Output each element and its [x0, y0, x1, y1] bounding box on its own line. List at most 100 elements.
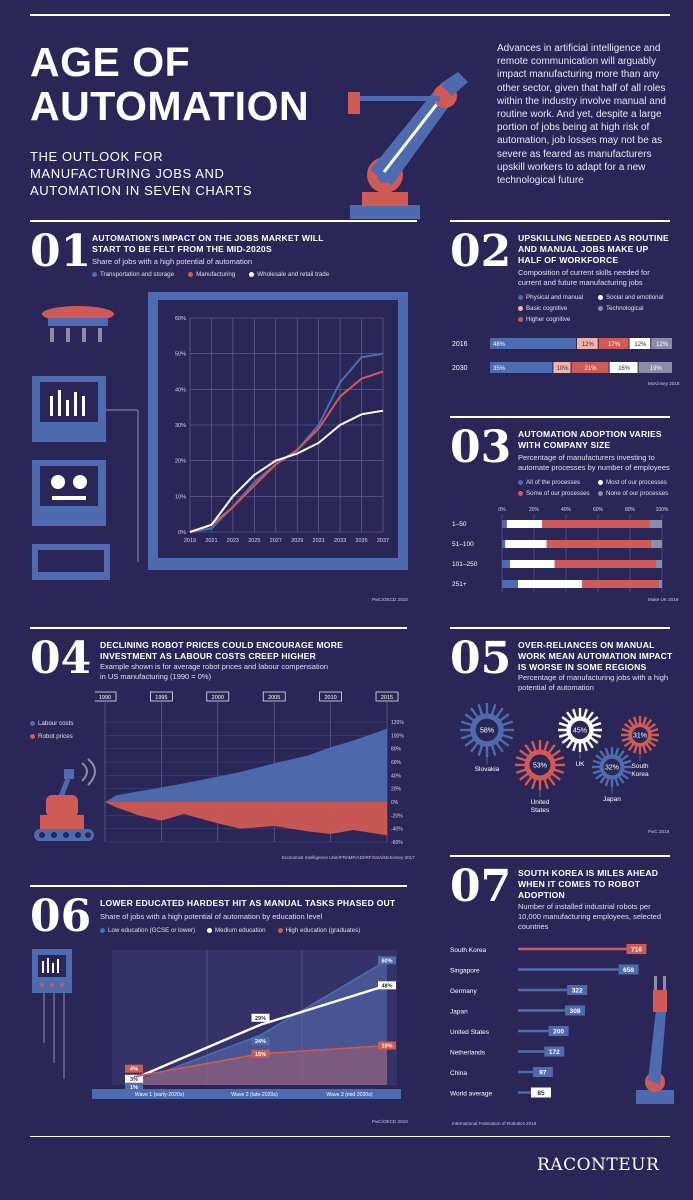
c4-period-label: 1990: [99, 695, 111, 701]
c1-chart: 0% 10% 20% 30% 40% 50% 60% 2019 2021 2023 2025 2027…: [158, 300, 398, 558]
c5-gear-tooth: [582, 708, 588, 718]
c3-bar-segment: [502, 520, 507, 528]
section-7-subtitle: Number of installed industrial robots pe…: [518, 902, 662, 931]
c3-row-label: 101–250: [452, 561, 478, 568]
c6-value-label: 1%: [130, 1085, 138, 1091]
c1-grid: [189, 317, 384, 533]
c5-gear-tooth: [551, 772, 561, 781]
section-1-subtitle: Share of jobs with a high potential of a…: [92, 257, 253, 266]
c6-value-badge: [251, 1049, 270, 1058]
c2-segment-label: 48%: [493, 342, 506, 348]
c1-xtick: 2019: [184, 538, 196, 544]
c2-segment-label: 12%: [656, 342, 669, 348]
c2-segment-label: 16%: [618, 366, 631, 372]
c5-gear-tooth: [495, 742, 504, 753]
c3-xtick: 60%: [593, 507, 604, 513]
c6-value-badge: [251, 1037, 270, 1046]
section-2-subtitle: Composition of current skills needed for…: [518, 268, 650, 287]
c5-gear-tooth: [592, 759, 601, 765]
c3-bar-segment: [655, 560, 662, 568]
c7-value-badge: [548, 1026, 569, 1036]
c2-row-label: 2030: [452, 365, 468, 372]
c7-value-badge: [626, 944, 647, 954]
c6-value-label: 4%: [130, 1067, 138, 1073]
legend-item: All of the processes: [518, 479, 598, 486]
c4-ytick: 120%: [391, 720, 404, 726]
c5-gear-tooth: [551, 749, 561, 758]
c5-gear-tooth: [543, 740, 549, 752]
divider-6: [450, 855, 670, 857]
c5-gear-tooth: [515, 756, 527, 762]
c6-chart: 1% 24% 60% 3% 29% 48% 4% 15% 19% Wave 1 (early-20…: [92, 950, 401, 1099]
c7-country-label: Japan: [450, 1009, 468, 1016]
c1-xtick: 2023: [227, 538, 239, 544]
title-line-2: AUTOMATION: [30, 83, 310, 129]
c7-value-badge: [565, 1005, 586, 1016]
c2-bar-segment: [576, 338, 598, 349]
c3-bar-segment: [546, 540, 651, 548]
c5-gear-tooth: [632, 745, 638, 754]
c3-row-label: 251+: [452, 581, 467, 588]
top-rule: [30, 14, 670, 16]
c3-bar-segment: [518, 580, 582, 588]
divider-5: [450, 627, 670, 629]
c5-gear-tooth: [621, 773, 629, 780]
c5-gear-tooth: [604, 778, 610, 787]
section-6-title: LOWER EDUCATED HARDEST HIT AS MANUAL TAS…: [100, 898, 396, 908]
legend-item: Labour costs: [30, 720, 73, 727]
c5-gear-tooth: [618, 750, 625, 758]
section-7-title: SOUTH KOREA IS MILES AHEAD WHEN IT COMES…: [518, 868, 659, 900]
c2-row-label: 2016: [452, 341, 468, 348]
c5-gear-tooth: [650, 727, 659, 733]
c5-gear-tooth: [648, 722, 657, 730]
c6-value-badge: [125, 1064, 143, 1073]
c3-bar-segment: [510, 560, 555, 568]
c5-gear-tooth: [595, 754, 603, 761]
machine-illustration: [32, 306, 139, 580]
section-5-title: OVER-RELIANCES ON MANUAL WORK MEAN AUTOM…: [518, 640, 673, 672]
c3-xtick: 100%: [656, 507, 669, 513]
c6-value-badge: [125, 1082, 143, 1091]
c3-chart: 0% 20% 40% 60% 80% 100% 1–50 51–100 101–250 251+: [452, 507, 669, 592]
c2-bar-segment: [598, 338, 629, 349]
c3-bar-segment: [502, 560, 510, 568]
c5-gear-tooth: [499, 738, 510, 747]
c5-gear-tooth: [618, 776, 625, 784]
c6-value-label: 19%: [381, 1044, 392, 1050]
c5-gear-tooth: [524, 744, 533, 754]
c4-ytick: 80%: [391, 747, 402, 753]
c1-ytick: 20%: [175, 459, 186, 465]
c4-ytick: 100%: [391, 733, 404, 739]
c6-category-label: Wave 1 (early-2020s): [135, 1092, 185, 1098]
c7-value-label: 172: [549, 1049, 560, 1056]
c3-bar-segment: [554, 560, 656, 568]
c2-segment-label: 10%: [556, 366, 569, 372]
c7-country-label: South Korea: [450, 947, 487, 954]
c5-gear-tooth: [519, 749, 529, 758]
c5-gear-tooth: [566, 711, 574, 721]
c5-gear-tooth: [642, 745, 648, 754]
section-5-number: 05: [450, 633, 512, 684]
c1-xtick: 2037: [377, 538, 389, 544]
c7-country-label: Netherlands: [450, 1050, 486, 1057]
c5-gear-tooth: [547, 776, 556, 786]
c7-value-label: 200: [553, 1029, 564, 1036]
c3-bar-segment: [502, 540, 506, 548]
c4-period-label: 1995: [155, 695, 167, 701]
c5-gear-tooth: [477, 745, 484, 757]
c3-row-label: 51–100: [452, 541, 474, 548]
robot-arm-base: [636, 1090, 674, 1104]
c5-gear-tooth: [524, 776, 533, 786]
c4-source: Economist Intelligence Unit/IFR/IMF/AD/I…: [282, 855, 415, 860]
c2-segment-label: 12%: [634, 342, 647, 348]
c5-gear-tooth: [464, 713, 475, 722]
divider-1: [30, 220, 417, 222]
divider-3: [450, 416, 670, 418]
section-4-title: DECLINING ROBOT PRICES COULD ENCOURAGE M…: [100, 640, 344, 661]
c4-ytick: -60%: [391, 840, 403, 846]
c4-area: [105, 802, 387, 836]
c5-gear-tooth: [460, 720, 472, 727]
c7-value-badge: [544, 1046, 565, 1057]
section-3-subtitle: Percentage of manufacturers investing to…: [518, 453, 670, 472]
page-title: AGE OF AUTOMATION: [30, 40, 309, 128]
